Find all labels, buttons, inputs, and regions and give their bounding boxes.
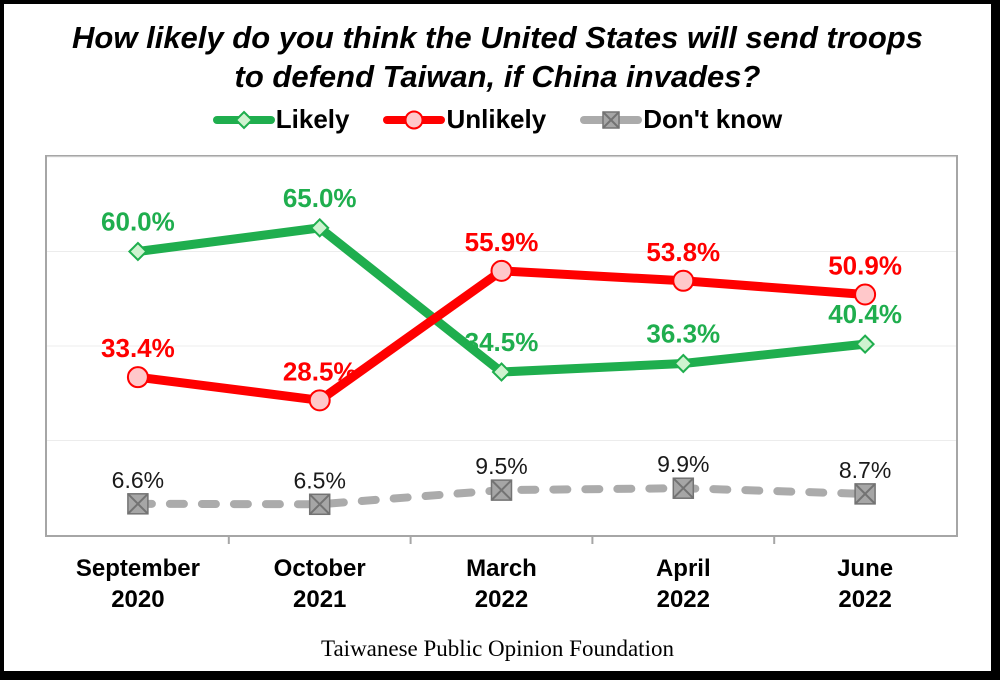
x-axis-label: October 2021	[274, 553, 366, 615]
x-axis: September 2020 October 2021 March 2022 April 20…	[45, 553, 958, 625]
x-axis-label-line: September	[75, 555, 200, 582]
data-point-x-stroke	[672, 477, 695, 499]
chart-title-line-2: to defend Taiwan, if China invades?	[234, 59, 761, 94]
data-label: 33.4%	[101, 333, 175, 363]
source-attribution: Taiwanese Public Opinion Foundation	[321, 636, 674, 661]
legend-label-dont-know: Don't know	[643, 104, 783, 134]
x-axis-label-line: 2020	[111, 586, 165, 613]
x-axis-label: September 2020	[76, 553, 200, 615]
data-label: 9.9%	[657, 451, 709, 477]
data-label: 9.5%	[475, 453, 527, 479]
chart-plot-area: 60.0% 65.0% 34.5% 36.3% 40.4% 33.4% 28.5% 55.9%…	[45, 155, 958, 544]
data-point-diamond	[127, 241, 148, 262]
data-point-circle	[854, 283, 877, 306]
x-axis-label: March 2022	[466, 553, 537, 615]
data-point-diamond	[491, 362, 512, 382]
legend-item-dont-know: Don't know	[580, 104, 782, 135]
data-point-circle	[308, 389, 331, 412]
x-axis-label: April 2022	[656, 553, 711, 615]
data-label: 50.9%	[828, 250, 902, 280]
legend-line-xsquare-icon	[580, 107, 643, 133]
data-point-x-stroke	[308, 493, 331, 515]
data-label: 55.9%	[465, 227, 539, 257]
x-axis-label: June 2022	[837, 553, 893, 615]
data-label: 28.5%	[283, 356, 357, 386]
chart-legend: Likely Unlikely Don't know	[4, 104, 991, 135]
chart-svg: 60.0%65.0%34.5% 36.3%40.4%33.4%28.5%55.9%…	[47, 156, 956, 544]
data-point-x-stroke	[127, 493, 149, 515]
legend-label-unlikely: Unlikely	[446, 104, 547, 134]
x-axis-label-line: 2022	[838, 586, 892, 613]
data-label: 6.5%	[293, 467, 345, 493]
data-label: 60.0%	[101, 207, 175, 237]
x-axis-label-line: April	[655, 555, 711, 582]
data-label: 8.7%	[839, 457, 891, 483]
chart-title-line-1: How likely do you think the United State…	[72, 20, 923, 55]
data-label: 6.6%	[112, 467, 164, 493]
data-point-diamond	[309, 217, 330, 238]
legend-line-diamond-icon	[212, 107, 275, 133]
x-axis-label-line: 2022	[474, 586, 529, 613]
legend-item-unlikely: Unlikely	[383, 104, 546, 135]
data-point-diamond	[855, 334, 876, 355]
data-point-circle	[490, 259, 513, 282]
data-point-x-stroke	[490, 479, 513, 501]
data-label: 53.8%	[646, 237, 720, 267]
legend-label-likely: Likely	[275, 104, 350, 134]
data-label: 65.0%	[283, 183, 357, 213]
chart-title: How likely do you think the United State…	[4, 18, 991, 96]
data-label: 36.3%	[646, 318, 720, 348]
x-axis-label-line: 2022	[656, 586, 710, 613]
x-axis-label-line: March	[466, 555, 537, 582]
data-label: 34.5%	[465, 327, 539, 357]
data-point-circle	[672, 269, 695, 292]
x-axis-label-line: October	[273, 555, 366, 582]
x-axis-label-line: June	[837, 555, 894, 582]
x-axis-label-line: 2021	[292, 586, 347, 613]
legend-line-circle-icon	[383, 107, 446, 133]
data-point-x-stroke	[854, 483, 876, 505]
data-point-diamond	[673, 353, 694, 374]
legend-item-likely: Likely	[212, 104, 350, 135]
data-point-circle	[126, 366, 149, 389]
